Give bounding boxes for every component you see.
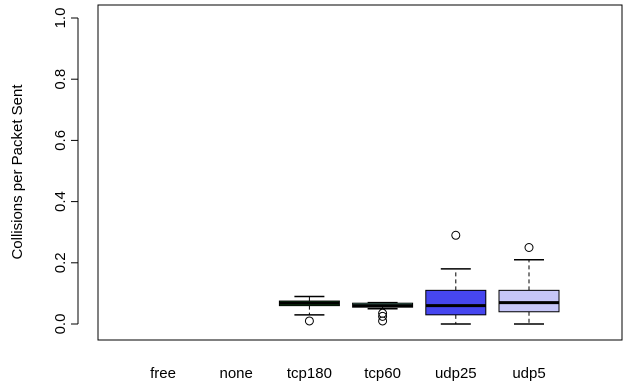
box-udp5: [498, 243, 560, 325]
y-tick-label: 1.0: [52, 8, 69, 29]
box-udp25: [425, 230, 487, 325]
x-tick-label: tcp60: [364, 365, 401, 382]
outlier-point: [304, 316, 314, 326]
y-tick-label: 0.8: [52, 69, 69, 90]
y-tick-label: 0.2: [52, 252, 69, 273]
x-tick-label: none: [220, 365, 253, 382]
y-tick-label: 0.4: [52, 191, 69, 212]
box-tcp60: [352, 301, 414, 326]
x-tick-labels: free none tcp180 tcp60 udp25 udp5: [150, 365, 546, 382]
box-iqr: [425, 289, 487, 316]
box-iqr: [498, 289, 560, 313]
y-axis-title: Collisions per Packet Sent: [9, 84, 26, 260]
x-tick-label: udp5: [512, 365, 545, 382]
outlier-point: [378, 311, 388, 321]
box-tcp180: [278, 295, 340, 326]
outlier-point: [378, 316, 388, 326]
y-tick-label: 0.6: [52, 130, 69, 151]
x-tick-label: tcp180: [287, 365, 332, 382]
x-tick-label: udp25: [435, 365, 477, 382]
boxes: [278, 230, 560, 326]
x-tick-label: free: [150, 365, 176, 382]
y-tick-label: 0.0: [52, 314, 69, 335]
plot-frame: [97, 4, 623, 341]
y-ticks: 0.0 0.2 0.4 0.6 0.8 1.0: [52, 8, 78, 335]
outlier-point: [451, 230, 461, 240]
outlier-point: [524, 243, 534, 252]
